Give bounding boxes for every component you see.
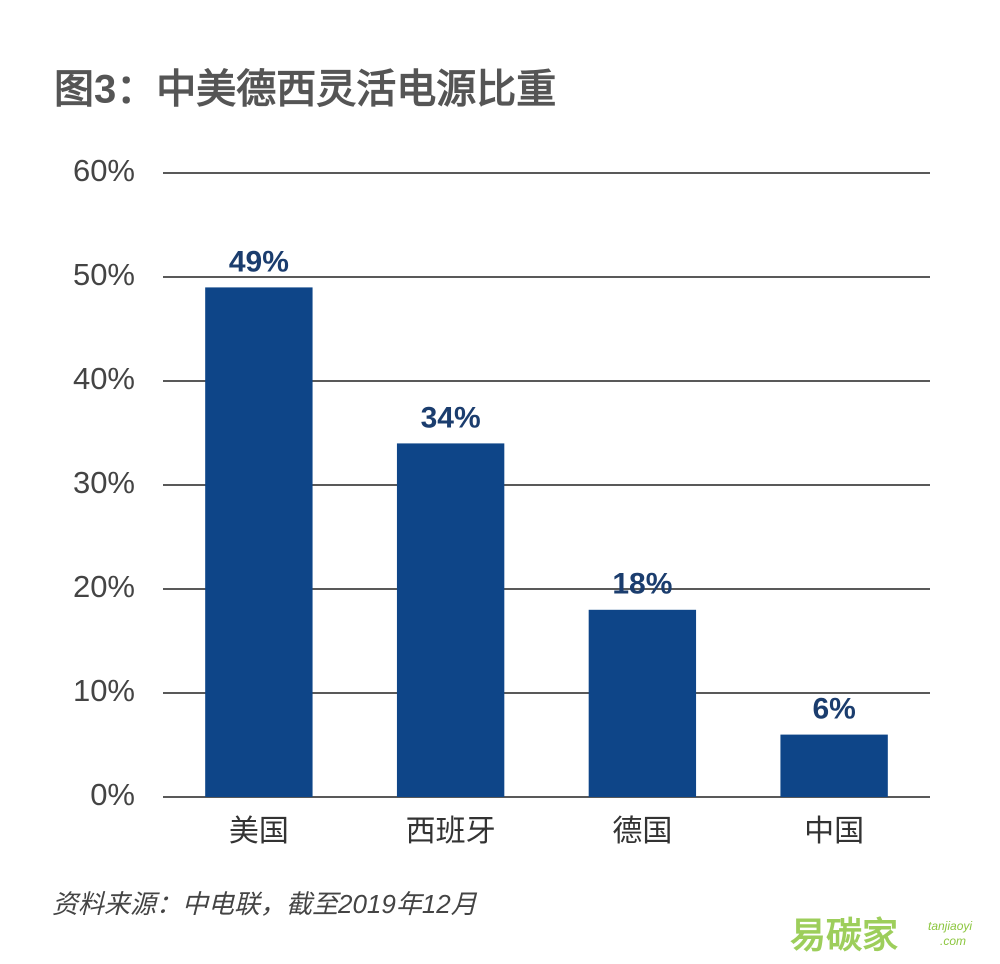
x-tick-label: 美国: [229, 815, 289, 848]
x-tick-label: 中国: [804, 815, 864, 848]
y-tick-label: 10%: [73, 673, 135, 708]
data-label: 34%: [421, 401, 481, 434]
data-label: 18%: [612, 568, 672, 601]
chart-title: 图3：中美德西灵活电源比重: [54, 68, 556, 112]
y-tick-label: 30%: [73, 465, 135, 500]
x-tick-label: 德国: [612, 815, 672, 848]
data-label: 6%: [812, 693, 855, 726]
y-tick-label: 20%: [73, 569, 135, 604]
watermark-logo: 易碳家: [790, 915, 898, 956]
watermark-url: tanjiaoyi: [928, 919, 972, 933]
bar: [780, 734, 888, 797]
y-tick-label: 40%: [73, 361, 135, 396]
bar: [588, 609, 697, 797]
bar: [205, 287, 313, 797]
y-tick-label: 0%: [90, 777, 135, 812]
y-tick-label: 50%: [73, 257, 135, 292]
x-tick-label: 西班牙: [406, 815, 496, 848]
y-tick-label: 60%: [73, 153, 135, 188]
bar: [396, 443, 505, 797]
source-note: 资料来源：中电联，截至2019年12月: [52, 889, 478, 919]
watermark-url: .com: [940, 934, 966, 948]
data-label: 49%: [229, 245, 289, 278]
